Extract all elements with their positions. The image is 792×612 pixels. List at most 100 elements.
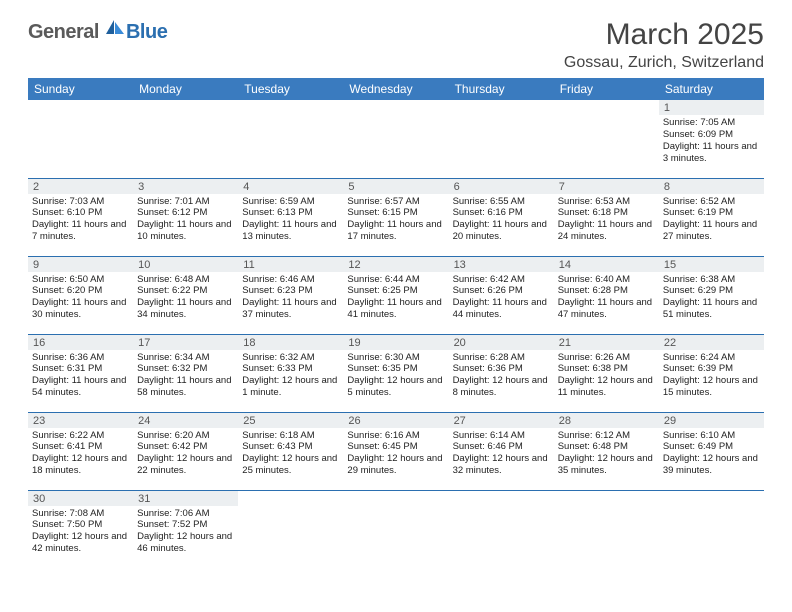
day-number: 21 [554, 335, 659, 350]
calendar-day-cell [449, 490, 554, 568]
day-detail-text: Sunrise: 7:06 AMSunset: 7:52 PMDaylight:… [133, 506, 238, 559]
day-detail-text: Sunrise: 6:12 AMSunset: 6:48 PMDaylight:… [554, 428, 659, 481]
calendar-day-cell: 20Sunrise: 6:28 AMSunset: 6:36 PMDayligh… [449, 334, 554, 412]
calendar-week-row: 2Sunrise: 7:03 AMSunset: 6:10 PMDaylight… [28, 178, 764, 256]
location-text: Gossau, Zurich, Switzerland [564, 54, 764, 72]
day-number: 14 [554, 257, 659, 272]
calendar-week-row: 23Sunrise: 6:22 AMSunset: 6:41 PMDayligh… [28, 412, 764, 490]
day-detail-text: Sunrise: 6:16 AMSunset: 6:45 PMDaylight:… [343, 428, 448, 481]
calendar-day-cell [238, 100, 343, 178]
calendar-day-cell [28, 100, 133, 178]
day-detail-text: Sunrise: 6:44 AMSunset: 6:25 PMDaylight:… [343, 272, 448, 325]
day-number: 30 [28, 491, 133, 506]
day-number-empty [133, 100, 238, 115]
day-number: 11 [238, 257, 343, 272]
day-number: 6 [449, 179, 554, 194]
calendar-day-cell: 1Sunrise: 7:05 AMSunset: 6:09 PMDaylight… [659, 100, 764, 178]
day-detail-text: Sunrise: 7:03 AMSunset: 6:10 PMDaylight:… [28, 194, 133, 247]
day-number: 10 [133, 257, 238, 272]
day-detail-text: Sunrise: 6:52 AMSunset: 6:19 PMDaylight:… [659, 194, 764, 247]
calendar-day-cell [554, 490, 659, 568]
calendar-day-cell: 31Sunrise: 7:06 AMSunset: 7:52 PMDayligh… [133, 490, 238, 568]
day-number-empty [343, 100, 448, 115]
calendar-day-cell: 29Sunrise: 6:10 AMSunset: 6:49 PMDayligh… [659, 412, 764, 490]
day-number-empty [554, 491, 659, 506]
day-number: 2 [28, 179, 133, 194]
calendar-day-cell: 18Sunrise: 6:32 AMSunset: 6:33 PMDayligh… [238, 334, 343, 412]
day-detail-text: Sunrise: 6:48 AMSunset: 6:22 PMDaylight:… [133, 272, 238, 325]
day-number: 4 [238, 179, 343, 194]
weekday-header: Thursday [449, 78, 554, 100]
day-detail-text: Sunrise: 6:53 AMSunset: 6:18 PMDaylight:… [554, 194, 659, 247]
calendar-day-cell [343, 100, 448, 178]
calendar-week-row: 1Sunrise: 7:05 AMSunset: 6:09 PMDaylight… [28, 100, 764, 178]
day-number: 13 [449, 257, 554, 272]
day-detail-text: Sunrise: 6:59 AMSunset: 6:13 PMDaylight:… [238, 194, 343, 247]
calendar-week-row: 9Sunrise: 6:50 AMSunset: 6:20 PMDaylight… [28, 256, 764, 334]
weekday-header: Wednesday [343, 78, 448, 100]
day-number: 31 [133, 491, 238, 506]
day-number: 24 [133, 413, 238, 428]
day-number-empty [238, 100, 343, 115]
calendar-day-cell: 27Sunrise: 6:14 AMSunset: 6:46 PMDayligh… [449, 412, 554, 490]
calendar-day-cell: 9Sunrise: 6:50 AMSunset: 6:20 PMDaylight… [28, 256, 133, 334]
day-number: 22 [659, 335, 764, 350]
day-detail-text: Sunrise: 6:42 AMSunset: 6:26 PMDaylight:… [449, 272, 554, 325]
day-number-empty [449, 491, 554, 506]
day-detail-text: Sunrise: 6:28 AMSunset: 6:36 PMDaylight:… [449, 350, 554, 403]
day-number: 7 [554, 179, 659, 194]
calendar-header-row: SundayMondayTuesdayWednesdayThursdayFrid… [28, 78, 764, 100]
day-number-empty [449, 100, 554, 115]
day-detail-text: Sunrise: 6:32 AMSunset: 6:33 PMDaylight:… [238, 350, 343, 403]
calendar-day-cell [449, 100, 554, 178]
day-number: 17 [133, 335, 238, 350]
day-detail-text: Sunrise: 6:40 AMSunset: 6:28 PMDaylight:… [554, 272, 659, 325]
day-detail-text: Sunrise: 6:18 AMSunset: 6:43 PMDaylight:… [238, 428, 343, 481]
day-detail-text: Sunrise: 6:30 AMSunset: 6:35 PMDaylight:… [343, 350, 448, 403]
page-header: General Blue March 2025 Gossau, Zurich, … [28, 18, 764, 72]
day-number: 29 [659, 413, 764, 428]
calendar-day-cell: 14Sunrise: 6:40 AMSunset: 6:28 PMDayligh… [554, 256, 659, 334]
calendar-week-row: 30Sunrise: 7:08 AMSunset: 7:50 PMDayligh… [28, 490, 764, 568]
calendar-day-cell: 8Sunrise: 6:52 AMSunset: 6:19 PMDaylight… [659, 178, 764, 256]
calendar-day-cell: 22Sunrise: 6:24 AMSunset: 6:39 PMDayligh… [659, 334, 764, 412]
day-detail-text: Sunrise: 6:46 AMSunset: 6:23 PMDaylight:… [238, 272, 343, 325]
brand-text-blue: Blue [126, 21, 167, 44]
day-number: 20 [449, 335, 554, 350]
calendar-day-cell: 12Sunrise: 6:44 AMSunset: 6:25 PMDayligh… [343, 256, 448, 334]
brand-logo: General Blue [28, 18, 167, 47]
day-detail-text: Sunrise: 6:55 AMSunset: 6:16 PMDaylight:… [449, 194, 554, 247]
day-number: 16 [28, 335, 133, 350]
day-number: 26 [343, 413, 448, 428]
day-number-empty [238, 491, 343, 506]
day-detail-text: Sunrise: 7:01 AMSunset: 6:12 PMDaylight:… [133, 194, 238, 247]
day-number: 28 [554, 413, 659, 428]
weekday-header: Tuesday [238, 78, 343, 100]
calendar-day-cell [659, 490, 764, 568]
calendar-day-cell [343, 490, 448, 568]
day-number: 8 [659, 179, 764, 194]
day-detail-text: Sunrise: 6:36 AMSunset: 6:31 PMDaylight:… [28, 350, 133, 403]
weekday-header: Monday [133, 78, 238, 100]
day-number: 1 [659, 100, 764, 115]
calendar-day-cell: 30Sunrise: 7:08 AMSunset: 7:50 PMDayligh… [28, 490, 133, 568]
day-number: 23 [28, 413, 133, 428]
day-detail-text: Sunrise: 6:26 AMSunset: 6:38 PMDaylight:… [554, 350, 659, 403]
day-number: 27 [449, 413, 554, 428]
calendar-table: SundayMondayTuesdayWednesdayThursdayFrid… [28, 78, 764, 568]
calendar-day-cell [554, 100, 659, 178]
day-number-empty [554, 100, 659, 115]
calendar-day-cell: 10Sunrise: 6:48 AMSunset: 6:22 PMDayligh… [133, 256, 238, 334]
calendar-day-cell: 25Sunrise: 6:18 AMSunset: 6:43 PMDayligh… [238, 412, 343, 490]
calendar-day-cell [133, 100, 238, 178]
calendar-day-cell: 19Sunrise: 6:30 AMSunset: 6:35 PMDayligh… [343, 334, 448, 412]
day-detail-text: Sunrise: 7:05 AMSunset: 6:09 PMDaylight:… [659, 115, 764, 168]
calendar-day-cell: 17Sunrise: 6:34 AMSunset: 6:32 PMDayligh… [133, 334, 238, 412]
day-number: 15 [659, 257, 764, 272]
calendar-day-cell: 24Sunrise: 6:20 AMSunset: 6:42 PMDayligh… [133, 412, 238, 490]
calendar-day-cell: 2Sunrise: 7:03 AMSunset: 6:10 PMDaylight… [28, 178, 133, 256]
day-number: 19 [343, 335, 448, 350]
calendar-day-cell: 15Sunrise: 6:38 AMSunset: 6:29 PMDayligh… [659, 256, 764, 334]
day-detail-text: Sunrise: 6:57 AMSunset: 6:15 PMDaylight:… [343, 194, 448, 247]
day-number: 25 [238, 413, 343, 428]
